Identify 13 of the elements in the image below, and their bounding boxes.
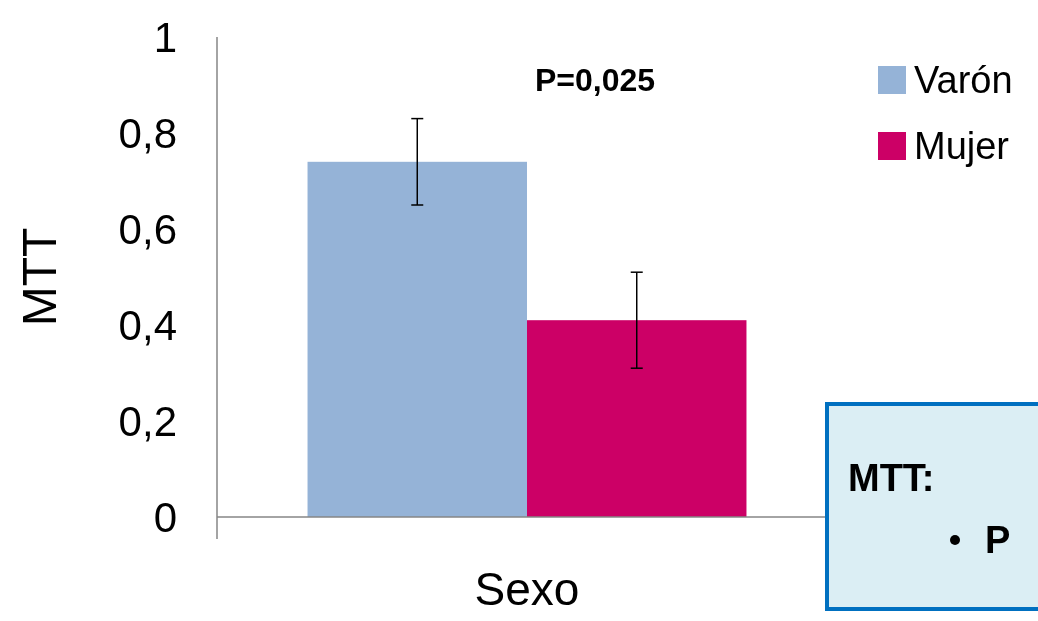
y-tick-label: 0,4 [118, 301, 177, 349]
y-tick-label: 1 [153, 13, 177, 61]
annotation: P=0,025 [534, 62, 656, 99]
y-axis-title: MTT [13, 227, 66, 327]
y-tick-label: 0,8 [118, 109, 177, 157]
y-tick-label: 0,6 [118, 205, 177, 253]
legend-label: Mujer [914, 125, 1010, 168]
x-tick-label: Sexo [474, 563, 580, 615]
text: P [985, 519, 1011, 562]
y-tick-label: 0 [153, 493, 177, 541]
text: MTT: [848, 457, 935, 500]
y-tick-label: 0,2 [118, 397, 177, 445]
legend-label: Varón [914, 59, 1013, 102]
